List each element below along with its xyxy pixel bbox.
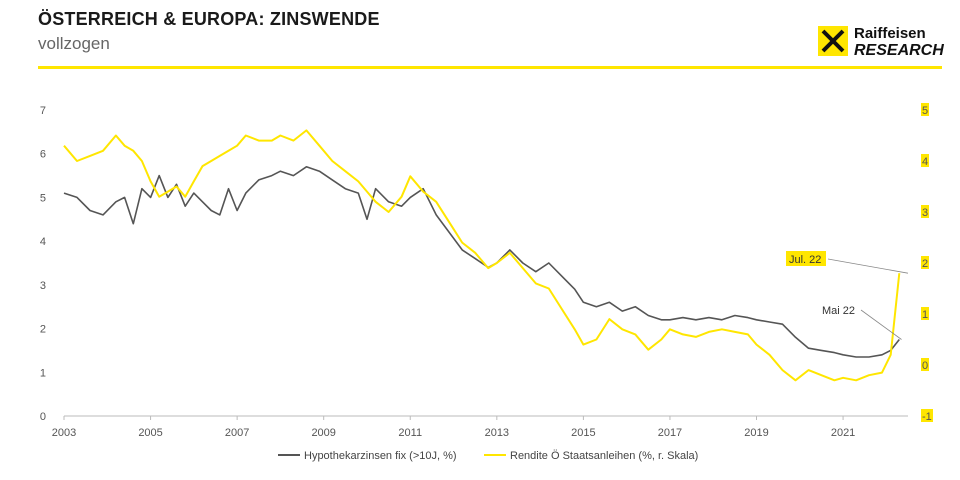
y-right-tick-label: 2: [922, 258, 928, 270]
y-right-tick-highlight: [921, 307, 929, 320]
logo-icon: [818, 26, 848, 56]
y-right-tick-label: 5: [922, 105, 928, 117]
logo-text-raiffeisen: Raiffeisen: [854, 25, 926, 42]
y-right-tick-label: 4: [922, 156, 928, 168]
x-tick-label: 2009: [311, 427, 335, 439]
x-tick-label: 2003: [52, 427, 76, 439]
raiffeisen-logo: Raiffeisen RESEARCH: [818, 24, 948, 64]
y-right-tick-label: 0: [922, 360, 928, 372]
y-right-tick-highlight: [921, 154, 929, 167]
y-right-tick-highlight: [921, 205, 929, 218]
y-left-tick-label: 0: [40, 411, 46, 423]
series-line-1: [63, 166, 900, 358]
y-right-tick-highlight: [921, 256, 929, 269]
x-tick-label: 2013: [485, 427, 509, 439]
x-tick-label: 2007: [225, 427, 249, 439]
y-left-tick-label: 2: [40, 324, 46, 336]
page-title: ÖSTERREICH & EUROPA: ZINSWENDE: [38, 9, 380, 29]
y-right-tick-highlight: [921, 409, 933, 422]
x-tick-label: 2019: [744, 427, 768, 439]
y-left-tick-label: 6: [40, 149, 46, 161]
x-tick-label: 2015: [571, 427, 595, 439]
annotation-label: Mai 22: [822, 305, 855, 317]
crossed-gable-icon: [821, 29, 845, 53]
annotation-highlight: [786, 251, 826, 266]
legend-label: Rendite Ö Staatsanleihen (%, r. Skala): [510, 450, 698, 462]
logo-text-research: RESEARCH: [854, 42, 944, 59]
header-divider: [38, 66, 942, 69]
x-tick-label: 2005: [138, 427, 162, 439]
page-subtitle: vollzogen: [38, 34, 110, 53]
y-right-tick-highlight: [921, 358, 929, 371]
y-right-tick-label: -1: [922, 411, 932, 423]
x-tick-label: 2017: [658, 427, 682, 439]
annotation-label: Jul. 22: [789, 254, 821, 266]
y-left-tick-label: 7: [40, 105, 46, 117]
x-tick-label: 2011: [398, 427, 422, 439]
legend-label: Hypothekarzinsen fix (>10J, %): [304, 450, 457, 462]
y-left-tick-label: 3: [40, 280, 46, 292]
annotation-leader-line: [860, 309, 902, 340]
y-right-tick-label: 3: [922, 207, 928, 219]
y-left-tick-label: 4: [40, 236, 46, 248]
y-right-tick-highlight: [921, 103, 929, 116]
y-right-tick-label: 1: [922, 309, 928, 321]
y-left-tick-label: 5: [40, 192, 46, 204]
series-line-2: [63, 129, 901, 382]
y-left-tick-label: 1: [40, 367, 46, 379]
x-tick-label: 2021: [831, 427, 855, 439]
annotation-leader-line: [827, 258, 909, 274]
